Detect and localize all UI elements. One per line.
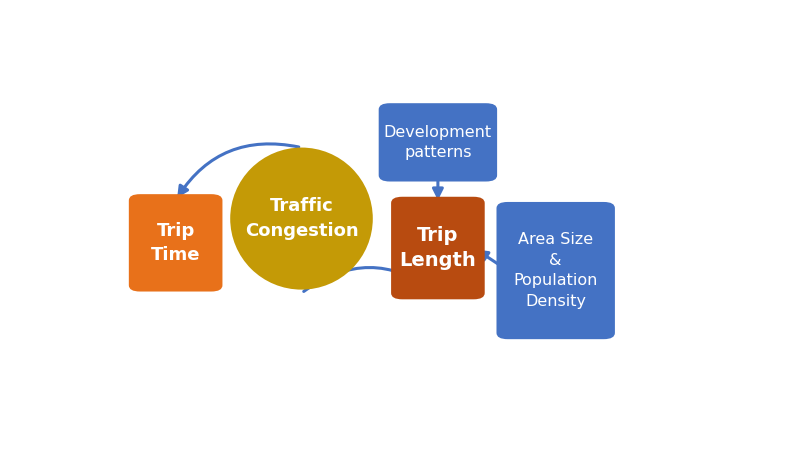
Text: Trip
Time: Trip Time (151, 222, 200, 264)
FancyBboxPatch shape (391, 197, 485, 299)
FancyBboxPatch shape (129, 194, 222, 292)
Text: Trip
Length: Trip Length (399, 225, 476, 270)
FancyBboxPatch shape (378, 103, 497, 181)
Ellipse shape (230, 148, 373, 290)
FancyBboxPatch shape (497, 202, 615, 339)
Text: Development
patterns: Development patterns (384, 125, 492, 160)
Text: Traffic
Congestion: Traffic Congestion (245, 198, 358, 240)
Text: Area Size
&
Population
Density: Area Size & Population Density (514, 233, 598, 309)
